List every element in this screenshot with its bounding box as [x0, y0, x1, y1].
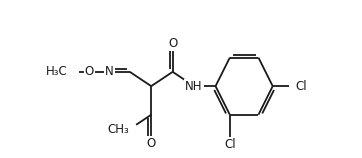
Text: NH: NH: [185, 80, 203, 93]
Text: H₃C: H₃C: [46, 65, 68, 78]
Text: Cl: Cl: [224, 138, 236, 151]
Text: Cl: Cl: [295, 80, 307, 93]
Text: CH₃: CH₃: [107, 122, 129, 136]
Text: O: O: [85, 65, 94, 78]
Text: O: O: [147, 137, 156, 150]
Text: N: N: [105, 65, 114, 78]
Text: O: O: [168, 37, 177, 50]
